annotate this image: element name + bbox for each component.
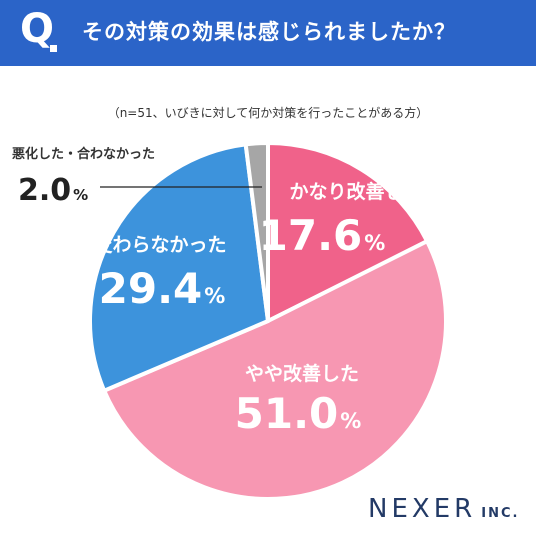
value-unit: %: [340, 409, 361, 433]
question-title: その対策の効果は感じられましたか？: [82, 20, 456, 44]
value-no-change: 29.4%: [99, 264, 226, 313]
pie-slices: [88, 141, 448, 501]
value-number: 51.0: [235, 389, 339, 438]
value-greatly-improved: 17.6%: [259, 211, 386, 260]
question-header: Q その対策の効果は感じられましたか？: [0, 0, 536, 66]
brand-logo: NEXER INC.: [368, 494, 519, 524]
slice-greatly-improved: [266, 141, 430, 323]
label-somewhat-improved: やや改善した: [245, 362, 359, 385]
slice-somewhat-improved: [102, 239, 448, 501]
value-number: 2.0: [18, 173, 71, 208]
label-worsened: 悪化した・合わなかった: [12, 146, 155, 162]
value-number: 17.6: [259, 211, 363, 260]
label-no-change: 変わらなかった: [93, 233, 226, 256]
brand-name: NEXER: [368, 494, 477, 524]
value-somewhat-improved: 51.0%: [235, 389, 362, 438]
label-greatly-improved: かなり改善した: [289, 180, 422, 203]
value-unit: %: [364, 231, 385, 255]
value-unit: %: [73, 186, 88, 204]
pie-labels: かなり改善した 17.6% やや改善した 51.0% 変わらなかった 29.4% 悪化した・…: [12, 146, 423, 438]
q-dot: [50, 45, 57, 52]
brand-suffix: INC.: [481, 506, 520, 521]
sample-note: （n=51、いびきに対して何か対策を行ったことがある方）: [107, 106, 429, 120]
value-worsened: 2.0%: [18, 173, 88, 208]
value-unit: %: [204, 284, 225, 308]
slice-no-change: [88, 142, 270, 393]
value-number: 29.4: [99, 264, 203, 313]
q-mark: Q: [20, 6, 55, 52]
